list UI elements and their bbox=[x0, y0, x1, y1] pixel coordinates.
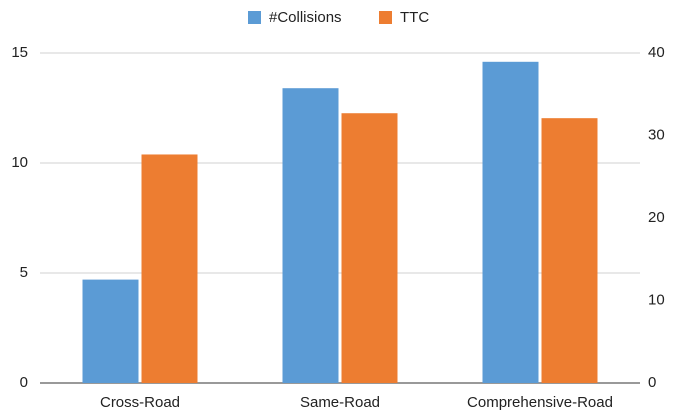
x-tick-label: Same-Road bbox=[300, 394, 380, 411]
y2-tick-label: 20 bbox=[648, 209, 665, 226]
bar bbox=[141, 154, 198, 383]
y2-tick-label: 40 bbox=[648, 44, 665, 61]
legend-label: TTC bbox=[400, 9, 429, 26]
y-tick-label: 10 bbox=[11, 154, 28, 171]
y-tick-label: 15 bbox=[11, 44, 28, 61]
bar bbox=[541, 118, 598, 384]
bar bbox=[82, 279, 139, 383]
legend-label: #Collisions bbox=[269, 9, 342, 26]
bar bbox=[482, 61, 539, 384]
y-tick-label: 5 bbox=[20, 264, 28, 281]
y2-tick-label: 10 bbox=[648, 291, 665, 308]
bar bbox=[341, 113, 398, 383]
x-tick-label: Cross-Road bbox=[100, 394, 180, 411]
y2-tick-label: 30 bbox=[648, 126, 665, 143]
legend-swatch bbox=[379, 11, 392, 24]
bar bbox=[282, 88, 339, 383]
x-tick-label: Comprehensive-Road bbox=[467, 394, 613, 411]
y-tick-label: 0 bbox=[20, 374, 28, 391]
legend-swatch bbox=[248, 11, 261, 24]
y2-tick-label: 0 bbox=[648, 374, 656, 391]
